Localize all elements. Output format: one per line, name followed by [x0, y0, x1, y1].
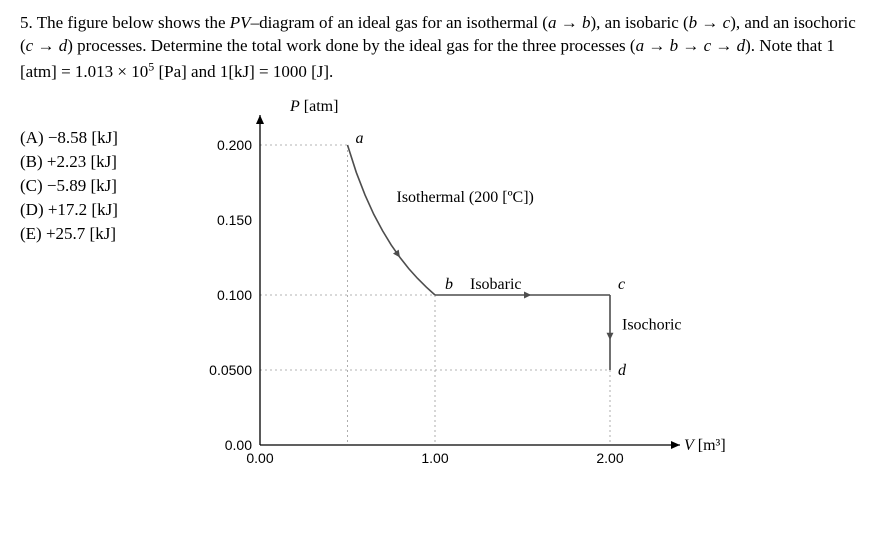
svg-text:Isobaric: Isobaric: [470, 276, 522, 293]
svg-text:0.0500: 0.0500: [209, 362, 252, 378]
question-body: The figure below shows the PV–diagram of…: [20, 13, 856, 81]
question-text: 5. The figure below shows the PV–diagram…: [20, 12, 867, 83]
svg-text:V [m³]: V [m³]: [684, 437, 726, 454]
pv-diagram: 0.000.05000.1000.1500.2000.001.002.00P […: [180, 95, 867, 495]
svg-text:P [atm]: P [atm]: [289, 98, 338, 115]
question-number: 5.: [20, 13, 33, 32]
svg-text:0.200: 0.200: [217, 137, 252, 153]
answer-option: (B) +2.23 [kJ]: [20, 151, 180, 174]
svg-text:0.150: 0.150: [217, 212, 252, 228]
answer-list: (A) −8.58 [kJ](B) +2.23 [kJ](C) −5.89 [k…: [20, 95, 180, 247]
svg-text:2.00: 2.00: [596, 450, 623, 466]
answer-option: (D) +17.2 [kJ]: [20, 199, 180, 222]
svg-text:a: a: [356, 130, 364, 147]
svg-text:Isothermal (200 [ºC]): Isothermal (200 [ºC]): [397, 189, 534, 206]
answer-option: (E) +25.7 [kJ]: [20, 223, 180, 246]
svg-text:0.100: 0.100: [217, 287, 252, 303]
svg-text:1.00: 1.00: [421, 450, 448, 466]
svg-text:0.00: 0.00: [246, 450, 273, 466]
answer-option: (A) −8.58 [kJ]: [20, 127, 180, 150]
svg-text:b: b: [445, 276, 453, 293]
svg-text:Isochoric: Isochoric: [622, 317, 682, 334]
svg-text:d: d: [618, 362, 627, 379]
answer-option: (C) −5.89 [kJ]: [20, 175, 180, 198]
svg-text:c: c: [618, 276, 625, 293]
